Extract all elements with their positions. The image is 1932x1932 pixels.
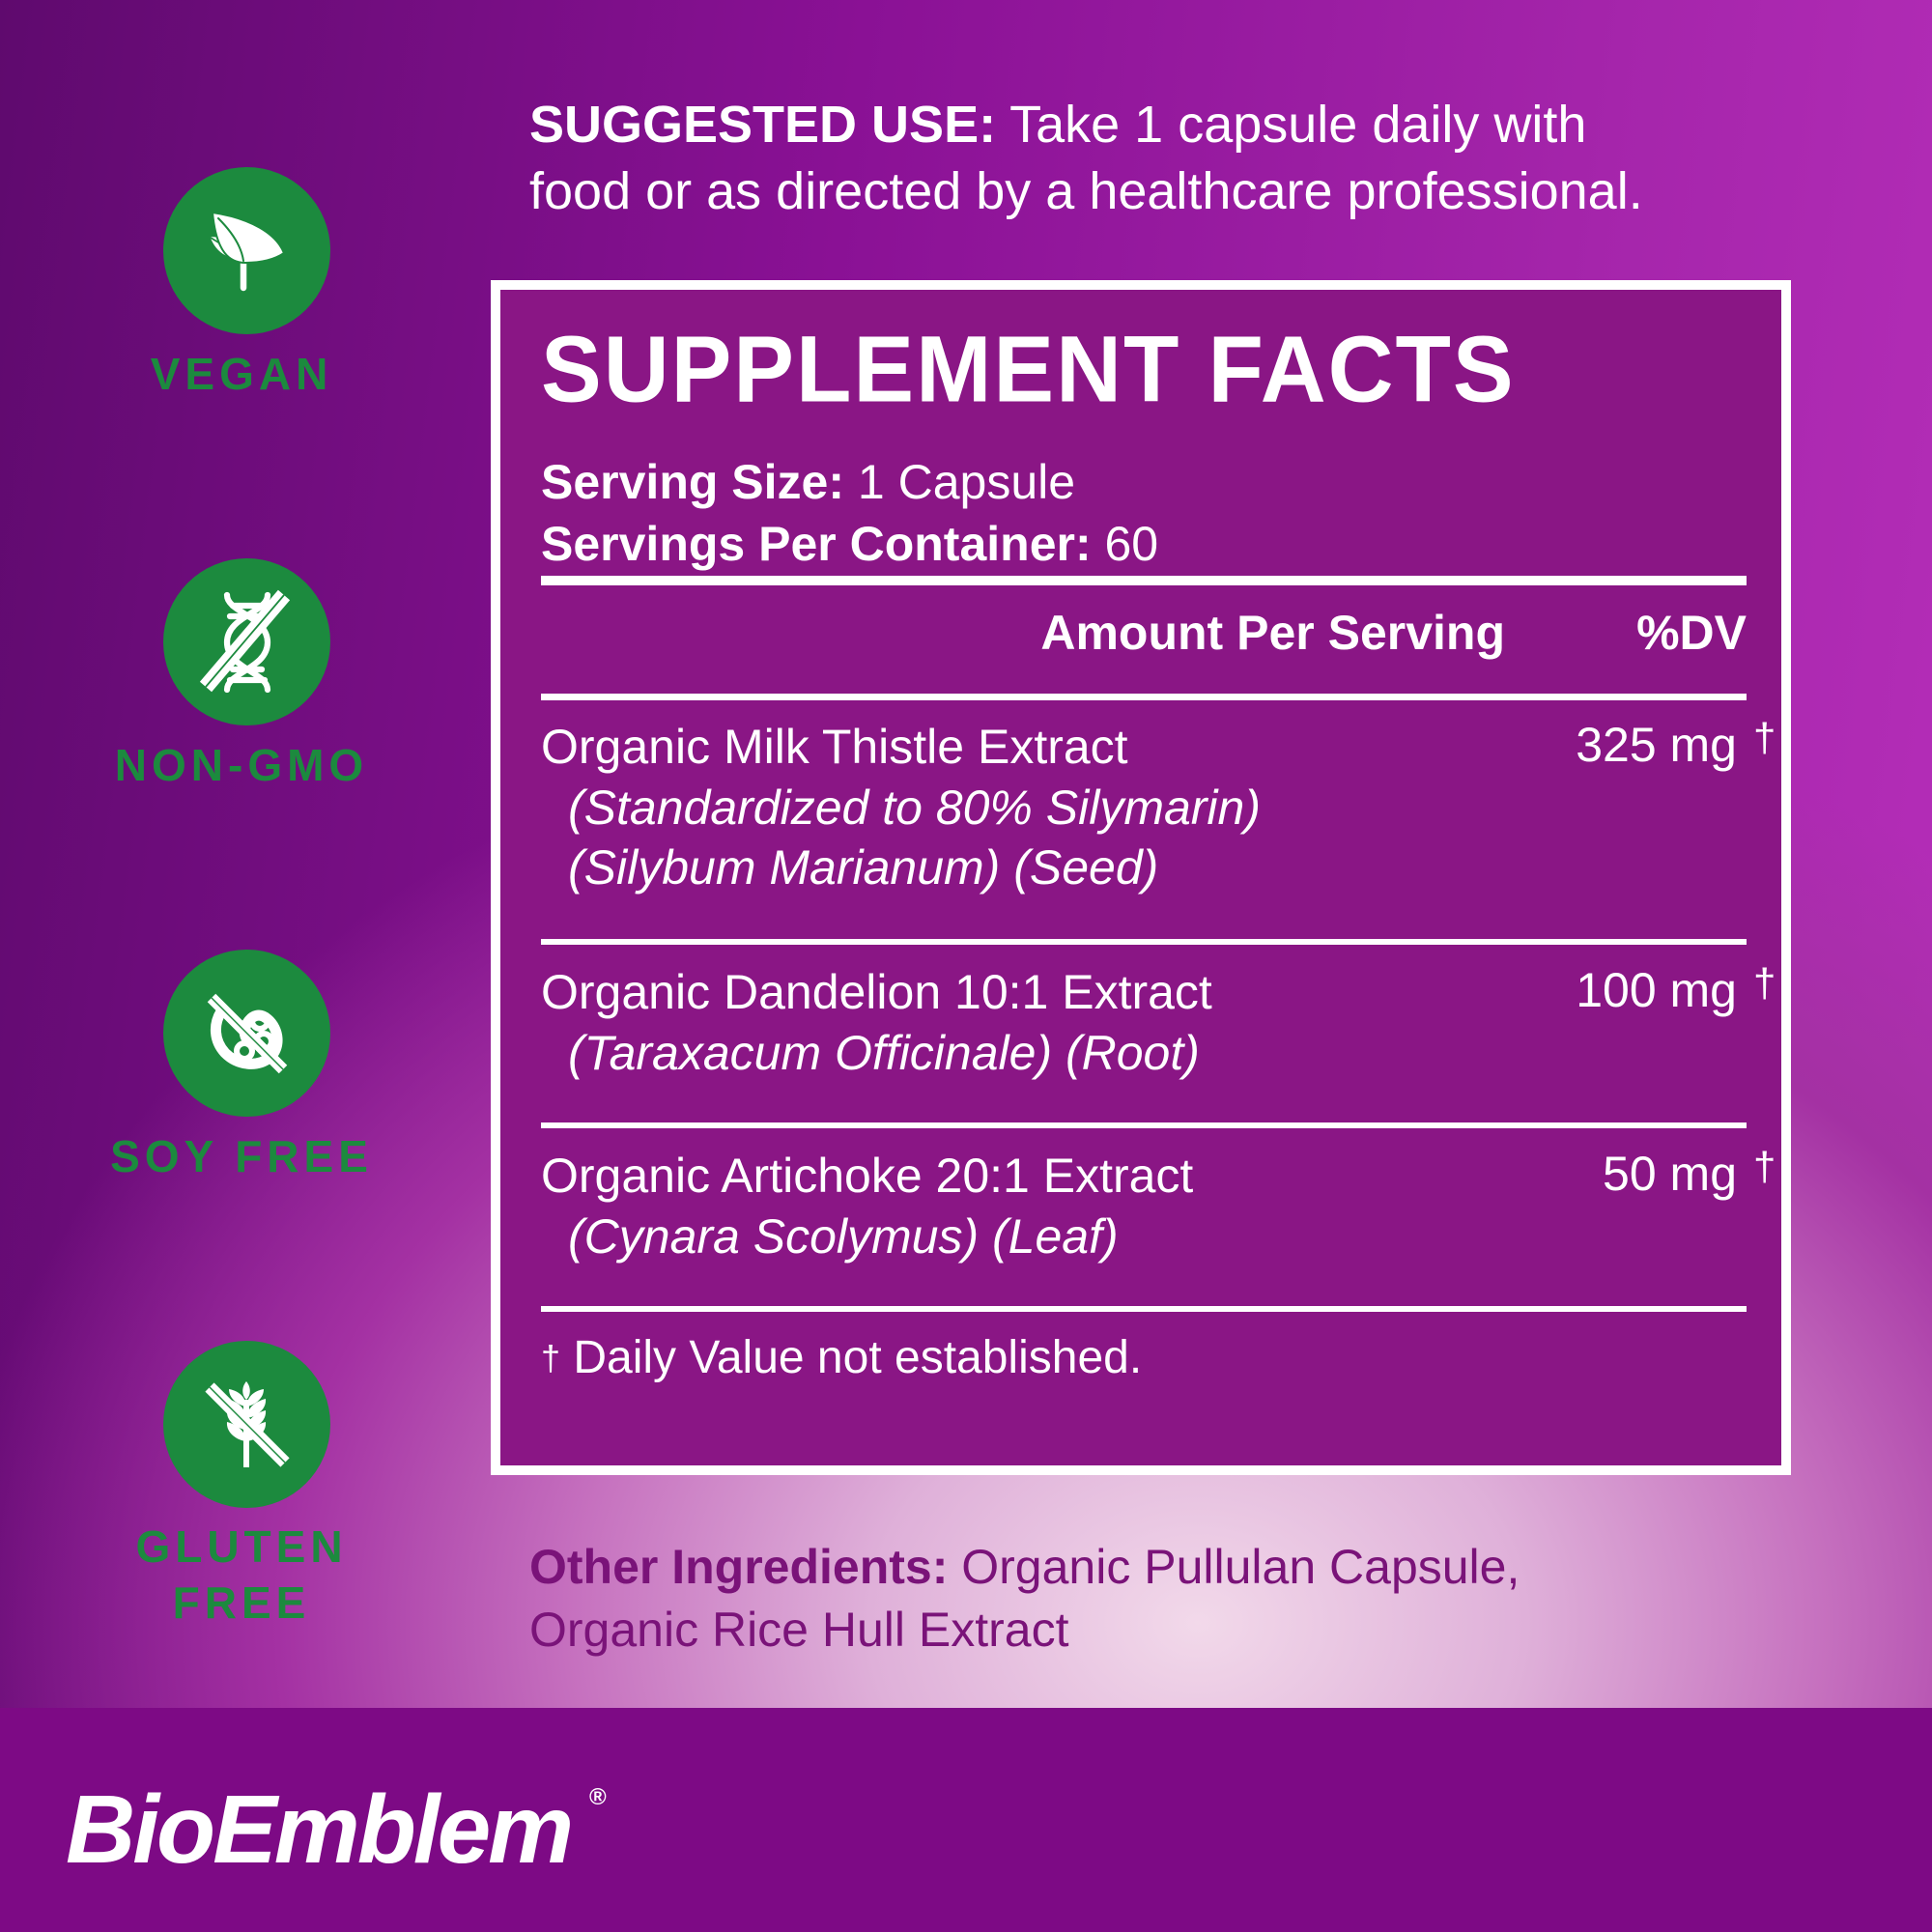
- svg-text:®: ®: [589, 1784, 607, 1810]
- svg-text:BioEmblem: BioEmblem: [66, 1776, 571, 1884]
